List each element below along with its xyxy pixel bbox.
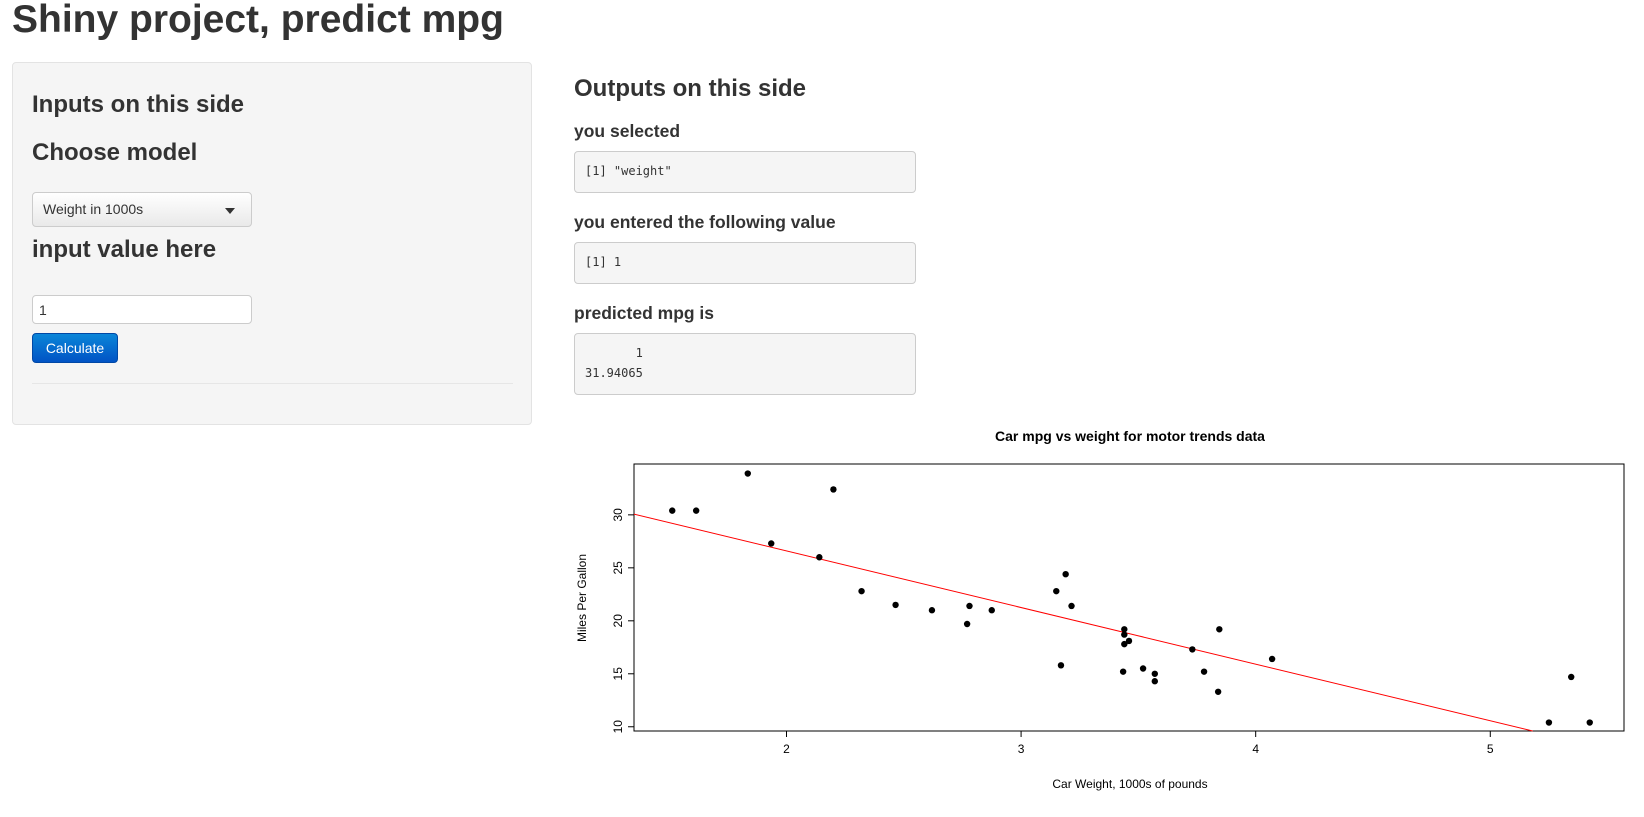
data-point-9 bbox=[1053, 587, 1060, 595]
data-point-27 bbox=[816, 554, 823, 561]
data-point-22 bbox=[1139, 665, 1147, 672]
value-input[interactable] bbox=[32, 295, 252, 324]
predicted-mpg-label: predicted mpg is bbox=[574, 303, 715, 323]
data-point-23 bbox=[1119, 668, 1127, 675]
chart-title: Car mpg vs weight for motor trends data bbox=[995, 428, 1265, 444]
data-point-31 bbox=[1151, 670, 1159, 677]
you-selected-label: you selected bbox=[574, 121, 681, 141]
data-point-24 bbox=[1214, 688, 1222, 695]
predicted-output-header: 1 bbox=[585, 346, 643, 360]
data-point-29 bbox=[1057, 662, 1065, 669]
data-point-21 bbox=[892, 601, 899, 609]
predicted-output-value: 31.94065 bbox=[585, 366, 643, 380]
data-point-13 bbox=[1189, 646, 1196, 653]
inputs-heading: Inputs on this side bbox=[32, 91, 245, 118]
y-axis-label: Miles Per Gallon bbox=[575, 554, 589, 642]
data-point-28 bbox=[669, 507, 676, 514]
data-point-12 bbox=[1268, 655, 1276, 663]
y-tick-label-25: 25 bbox=[611, 561, 625, 575]
y-tick-label-10: 10 bbox=[611, 720, 625, 734]
data-point-5 bbox=[1121, 631, 1128, 638]
data-point-14 bbox=[1200, 668, 1208, 675]
predicted-output: 1 31.94065 bbox=[574, 333, 916, 395]
divider bbox=[32, 383, 513, 384]
data-point-17 bbox=[1568, 673, 1575, 681]
data-point-6 bbox=[1125, 637, 1133, 645]
data-point-32 bbox=[966, 602, 973, 610]
data-point-30 bbox=[963, 620, 971, 628]
you-entered-label: you entered the following value bbox=[574, 212, 836, 232]
data-point-1 bbox=[928, 607, 936, 614]
x-axis-label: Car Weight, 1000s of pounds bbox=[1052, 777, 1207, 791]
entered-output: [1] 1 bbox=[574, 242, 916, 284]
data-point-2 bbox=[988, 607, 995, 614]
data-point-15 bbox=[1545, 719, 1553, 726]
mpg-weight-scatter-plot: Car mpg vs weight for motor trends data … bbox=[575, 428, 1625, 791]
data-point-11 bbox=[1121, 640, 1128, 648]
x-tick-label-5: 5 bbox=[1487, 742, 1494, 756]
input-sidebar-panel: Inputs on this side Choose model Weight … bbox=[12, 62, 532, 425]
data-point-4 bbox=[1068, 602, 1075, 610]
choose-model-label: Choose model bbox=[32, 139, 198, 166]
selected-output: [1] "weight" bbox=[574, 151, 916, 193]
x-tick-label-4: 4 bbox=[1252, 742, 1259, 756]
model-select-value: Weight in 1000s bbox=[43, 201, 144, 217]
data-point-18 bbox=[830, 486, 837, 493]
model-select[interactable]: Weight in 1000s bbox=[32, 192, 252, 227]
regression-line bbox=[633, 513, 1533, 732]
caret-down-icon bbox=[225, 208, 235, 214]
x-tick-label-2: 2 bbox=[783, 742, 790, 756]
data-point-26 bbox=[768, 540, 775, 547]
y-tick-label-20: 20 bbox=[611, 614, 625, 628]
data-point-25 bbox=[1216, 626, 1223, 633]
data-point-19 bbox=[692, 507, 700, 514]
outputs-heading: Outputs on this side bbox=[574, 75, 806, 102]
data-point-7 bbox=[1151, 678, 1159, 685]
input-value-label: input value here bbox=[32, 236, 217, 263]
data-point-8 bbox=[1062, 570, 1069, 578]
plot-frame bbox=[633, 463, 1625, 732]
calculate-button[interactable]: Calculate bbox=[32, 333, 118, 363]
data-point-16 bbox=[1586, 719, 1593, 726]
data-point-3 bbox=[858, 587, 865, 595]
data-point-10 bbox=[1121, 626, 1128, 633]
data-point-20 bbox=[744, 470, 751, 477]
y-tick-label-30: 30 bbox=[611, 508, 625, 522]
y-tick-label-15: 15 bbox=[611, 667, 625, 681]
page-title: Shiny project, predict mpg bbox=[12, 0, 504, 41]
x-tick-label-3: 3 bbox=[1018, 742, 1025, 756]
